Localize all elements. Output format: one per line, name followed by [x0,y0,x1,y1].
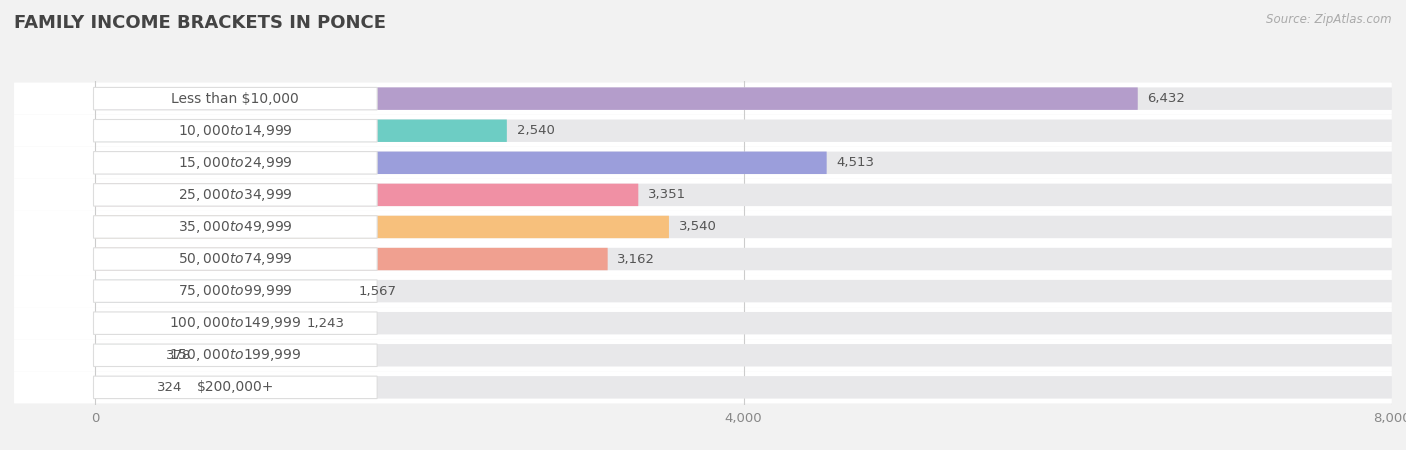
Text: $10,000 to $14,999: $10,000 to $14,999 [179,123,292,139]
FancyBboxPatch shape [14,147,1392,179]
FancyBboxPatch shape [93,152,377,174]
FancyBboxPatch shape [96,344,156,366]
Text: $50,000 to $74,999: $50,000 to $74,999 [179,251,292,267]
Text: FAMILY INCOME BRACKETS IN PONCE: FAMILY INCOME BRACKETS IN PONCE [14,14,387,32]
FancyBboxPatch shape [14,339,1392,371]
FancyBboxPatch shape [96,312,297,334]
FancyBboxPatch shape [96,152,827,174]
FancyBboxPatch shape [93,87,377,110]
FancyBboxPatch shape [96,344,1392,366]
FancyBboxPatch shape [93,120,377,142]
Text: 1,243: 1,243 [307,317,344,330]
Text: $35,000 to $49,999: $35,000 to $49,999 [179,219,292,235]
FancyBboxPatch shape [96,87,1137,110]
Text: 4,513: 4,513 [837,156,875,169]
Text: 6,432: 6,432 [1147,92,1185,105]
Text: 2,540: 2,540 [516,124,554,137]
FancyBboxPatch shape [96,152,1392,174]
Text: $75,000 to $99,999: $75,000 to $99,999 [179,283,292,299]
Text: 3,351: 3,351 [648,189,686,202]
FancyBboxPatch shape [14,211,1392,243]
FancyBboxPatch shape [96,184,1392,206]
FancyBboxPatch shape [96,87,1392,110]
FancyBboxPatch shape [96,184,638,206]
FancyBboxPatch shape [14,371,1392,403]
FancyBboxPatch shape [96,376,1392,399]
FancyBboxPatch shape [96,216,669,238]
FancyBboxPatch shape [96,216,1392,238]
Text: $100,000 to $149,999: $100,000 to $149,999 [169,315,301,331]
Text: $200,000+: $200,000+ [197,380,274,394]
FancyBboxPatch shape [14,115,1392,147]
Text: $15,000 to $24,999: $15,000 to $24,999 [179,155,292,171]
FancyBboxPatch shape [93,184,377,206]
FancyBboxPatch shape [14,83,1392,115]
FancyBboxPatch shape [96,248,1392,270]
FancyBboxPatch shape [93,216,377,238]
Text: $150,000 to $199,999: $150,000 to $199,999 [169,347,301,363]
FancyBboxPatch shape [14,307,1392,339]
FancyBboxPatch shape [93,344,377,366]
FancyBboxPatch shape [96,120,1392,142]
FancyBboxPatch shape [93,248,377,270]
FancyBboxPatch shape [96,280,1392,302]
FancyBboxPatch shape [14,243,1392,275]
Text: 378: 378 [166,349,191,362]
Text: 3,540: 3,540 [679,220,717,234]
FancyBboxPatch shape [96,248,607,270]
Text: 1,567: 1,567 [359,284,396,297]
FancyBboxPatch shape [96,376,148,399]
FancyBboxPatch shape [93,376,377,399]
FancyBboxPatch shape [14,179,1392,211]
Text: 3,162: 3,162 [617,252,655,266]
FancyBboxPatch shape [96,120,506,142]
FancyBboxPatch shape [93,312,377,334]
Text: 324: 324 [157,381,183,394]
FancyBboxPatch shape [14,275,1392,307]
FancyBboxPatch shape [96,312,1392,334]
Text: Less than $10,000: Less than $10,000 [172,92,299,106]
Text: $25,000 to $34,999: $25,000 to $34,999 [179,187,292,203]
FancyBboxPatch shape [93,280,377,302]
Text: Source: ZipAtlas.com: Source: ZipAtlas.com [1267,14,1392,27]
FancyBboxPatch shape [96,280,349,302]
